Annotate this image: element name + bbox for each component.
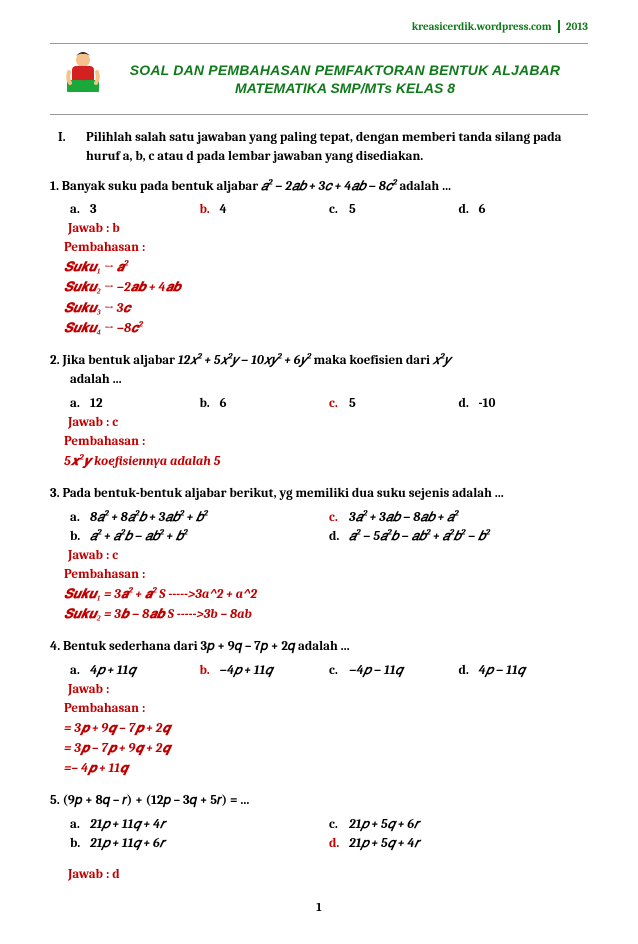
q3-opt-c: c.3𝑎² + 3𝑎𝑏 − 8𝑎𝑏 + 𝑎²: [329, 508, 588, 527]
page-number: 1: [50, 900, 588, 914]
q5-options: a.21𝑝 + 11𝑞 + 4𝑟 c.21𝑝 + 5𝑞 + 6𝑟 b.21𝑝 +…: [50, 815, 588, 853]
reader-icon: [60, 50, 106, 108]
q4-opt-d: d.4𝑝 − 11𝑞: [459, 661, 589, 680]
q4-opt-b: b.−4𝑝 + 11𝑞: [200, 661, 330, 680]
q3-pembahasan: Pembahasan : 𝑺𝒖𝒌𝒖₁ = 3𝒂² + 𝒂² S ----->3a…: [50, 565, 588, 625]
q5-opt-d: d.21𝑝 + 5𝑞 + 4𝑟: [329, 834, 588, 853]
q3-opt-b: b.𝑎² + 𝑎²𝑏 − 𝑎𝑏² + 𝑏²: [70, 527, 329, 546]
title-line1: SOAL DAN PEMBAHASAN PEMFAKTORAN BENTUK A…: [112, 61, 578, 79]
q1-jawab: Jawab : b: [50, 221, 588, 236]
question-3: 3. Pada bentuk-bentuk aljabar berikut, y…: [50, 484, 588, 625]
q5-opt-a: a.21𝑝 + 11𝑞 + 4𝑟: [70, 815, 329, 834]
title-line2: MATEMATIKA SMP/MTs KELAS 8: [112, 79, 578, 97]
instruction-text: Pilihlah salah satu jawaban yang paling …: [86, 129, 588, 167]
q2-opt-b: b.6: [200, 394, 330, 413]
q2-options: a.12 b.6 c.5 d.-10: [50, 394, 588, 413]
q1-opt-a: a.3: [70, 200, 200, 219]
q3-jawab: Jawab : c: [50, 548, 588, 563]
q2-text: 2. Jika bentuk aljabar 12𝑥² + 5𝑥²𝑦 − 10𝑥…: [50, 351, 588, 390]
q4-text: 4. Bentuk sederhana dari 3𝑝 + 9𝑞 – 7𝑝 + …: [50, 637, 588, 657]
q2-opt-a: a.12: [70, 394, 200, 413]
page-header: kreasicerdik.wordpress.com 2013: [50, 20, 588, 33]
q5-text: 5. (9𝑝 + 8𝑞 – 𝑟) + (12𝑝 – 3𝑞 + 5𝑟) = ...: [50, 791, 588, 811]
q4-opt-a: a.4𝑝 + 11𝑞: [70, 661, 200, 680]
q4-jawab: Jawab :: [50, 682, 588, 697]
q3-opt-d: d.𝑎² − 5𝑎²𝑏 − 𝑎𝑏² + 𝑎²𝑏² − 𝑏²: [329, 527, 588, 546]
q5-opt-b: b.21𝑝 + 11𝑞 + 6𝑟: [70, 834, 329, 853]
q1-pembahasan: Pembahasan : 𝑺𝒖𝒌𝒖₁ → 𝒂² 𝑺𝒖𝒌𝒖₂ → −2𝒂𝒃 + 4…: [50, 238, 588, 339]
q3-options: a.8𝑎² + 8𝑎²𝑏 + 3𝑎𝑏² + 𝑏² c.3𝑎² + 3𝑎𝑏 − 8…: [50, 508, 588, 546]
title-block: SOAL DAN PEMBAHASAN PEMFAKTORAN BENTUK A…: [50, 43, 588, 115]
q1-opt-c: c.5: [329, 200, 459, 219]
question-5: 5. (9𝑝 + 8𝑞 – 𝑟) + (12𝑝 – 3𝑞 + 5𝑟) = ...…: [50, 791, 588, 882]
q1-opt-d: d.6: [459, 200, 589, 219]
title-text: SOAL DAN PEMBAHASAN PEMFAKTORAN BENTUK A…: [112, 61, 578, 97]
instruction: I. Pilihlah salah satu jawaban yang pali…: [58, 129, 588, 167]
q5-jawab: Jawab : d: [50, 867, 588, 882]
q1-opt-b: b.4: [200, 200, 330, 219]
q4-pembahasan: Pembahasan : = 3𝒑 + 9𝒒 – 7𝒑 + 2𝒒 = 3𝒑 – …: [50, 699, 588, 780]
q2-opt-d: d.-10: [459, 394, 589, 413]
q2-opt-c: c.5: [329, 394, 459, 413]
q4-opt-c: c.−4𝑝 − 11𝑞: [329, 661, 459, 680]
q1-text: 1. Banyak suku pada bentuk aljabar 𝑎² − …: [50, 177, 588, 197]
q4-options: a.4𝑝 + 11𝑞 b.−4𝑝 + 11𝑞 c.−4𝑝 − 11𝑞 d.4𝑝 …: [50, 661, 588, 680]
q5-opt-c: c.21𝑝 + 5𝑞 + 6𝑟: [329, 815, 588, 834]
q2-pembahasan: Pembahasan : 5𝒙²𝒚 koefisiennya adalah 5: [50, 432, 588, 472]
question-2: 2. Jika bentuk aljabar 12𝑥² + 5𝑥²𝑦 − 10𝑥…: [50, 351, 588, 472]
site-url: kreasicerdik.wordpress.com: [412, 20, 560, 33]
q3-text: 3. Pada bentuk-bentuk aljabar berikut, y…: [50, 484, 588, 504]
site-year: 2013: [562, 20, 588, 33]
question-4: 4. Bentuk sederhana dari 3𝑝 + 9𝑞 – 7𝑝 + …: [50, 637, 588, 779]
q2-jawab: Jawab : c: [50, 415, 588, 430]
q3-opt-a: a.8𝑎² + 8𝑎²𝑏 + 3𝑎𝑏² + 𝑏²: [70, 508, 329, 527]
instruction-num: I.: [58, 129, 86, 167]
q1-options: a.3 b.4 c.5 d.6: [50, 200, 588, 219]
question-1: 1. Banyak suku pada bentuk aljabar 𝑎² − …: [50, 177, 588, 339]
